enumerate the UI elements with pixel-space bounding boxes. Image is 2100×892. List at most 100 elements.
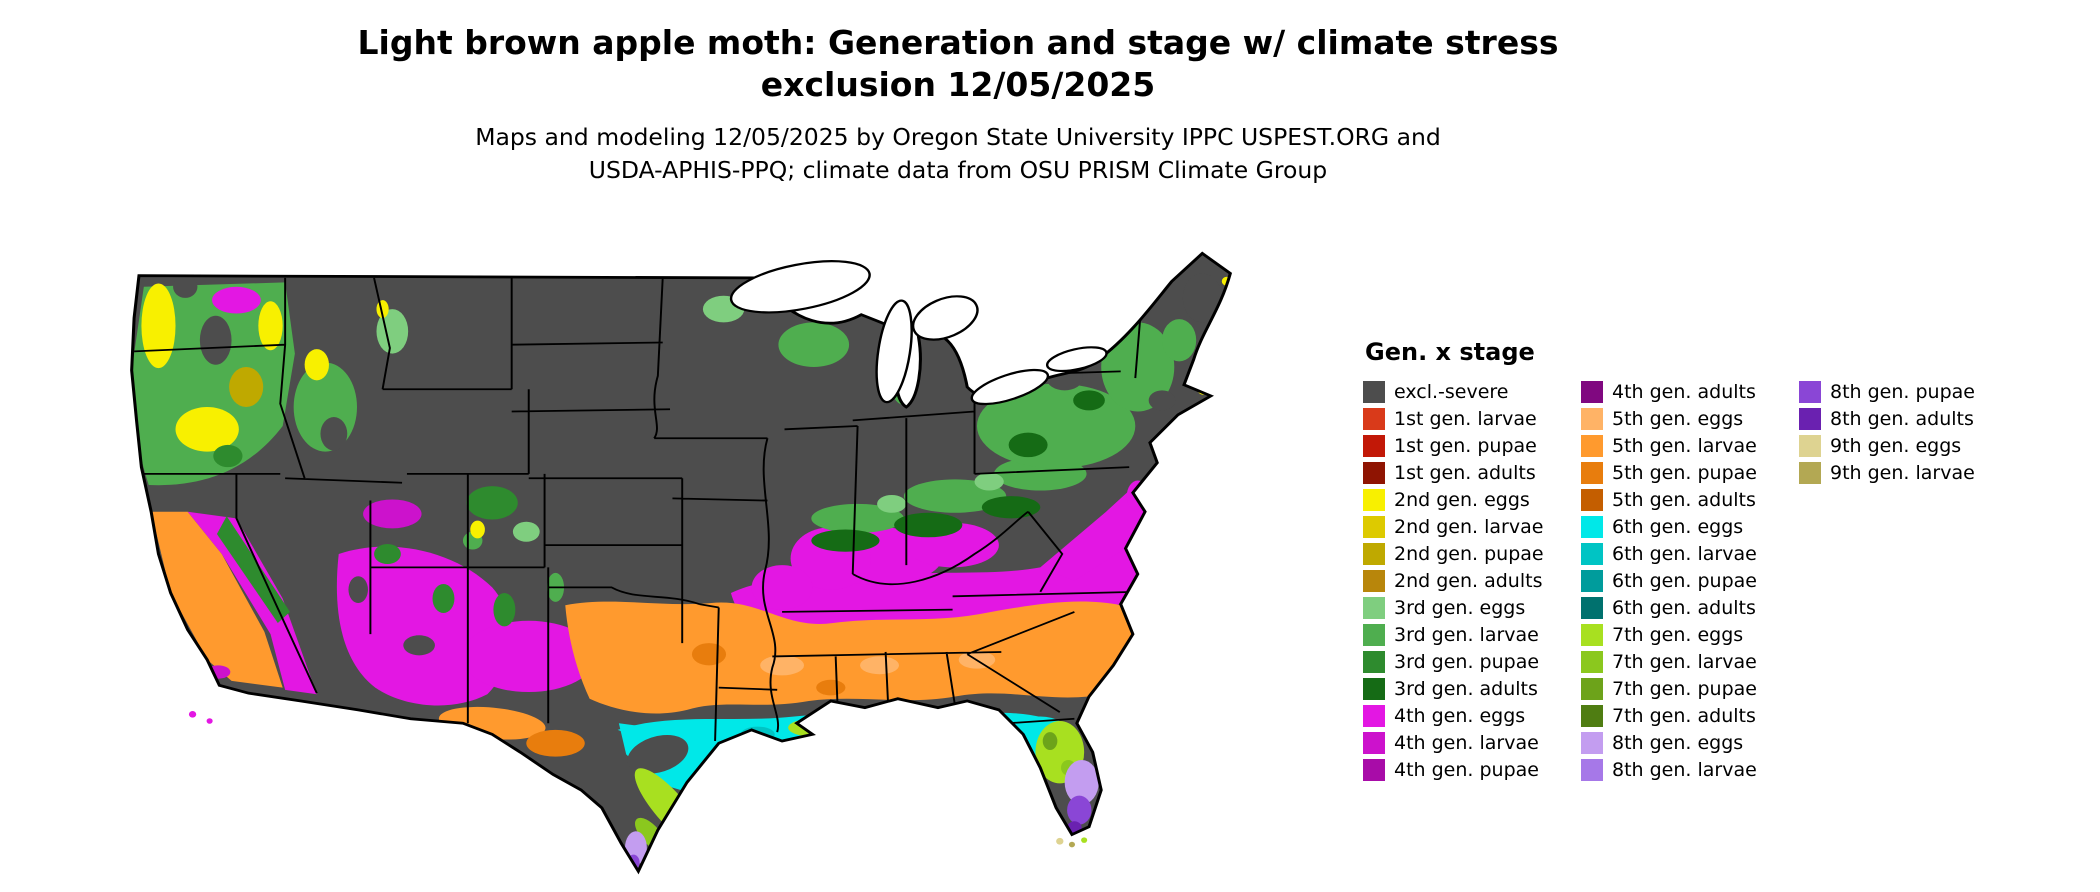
legend-label: 4th gen. adults	[1612, 380, 1756, 403]
map-region	[1056, 837, 1064, 845]
map-region	[1182, 273, 1222, 323]
map-region	[1207, 379, 1215, 386]
legend-row: 2nd gen. pupae	[1363, 540, 1581, 567]
legend-row: 8th gen. eggs	[1581, 729, 1799, 756]
legend-row: 2nd gen. larvae	[1363, 513, 1581, 540]
map-region	[374, 543, 401, 565]
legend-label: 8th gen. eggs	[1612, 731, 1744, 754]
legend-label: 4th gen. pupae	[1394, 758, 1539, 781]
page-title-line-1: Light brown apple moth: Generation and s…	[357, 23, 1559, 62]
legend-swatch	[1799, 434, 1821, 457]
legend-row: 3rd gen. adults	[1363, 675, 1581, 702]
legend-label: 5th gen. eggs	[1612, 407, 1744, 430]
legend-label: 2nd gen. eggs	[1394, 488, 1530, 511]
legend-row: 4th gen. larvae	[1363, 729, 1581, 756]
map-region	[348, 576, 368, 603]
map-region	[1101, 322, 1175, 412]
map-region	[760, 655, 805, 676]
map-region	[691, 643, 727, 666]
map-region	[730, 511, 1146, 633]
legend-row: 4th gen. pupae	[1363, 756, 1581, 783]
map-region	[134, 277, 1144, 742]
map-region	[1068, 841, 1076, 848]
map-state-borders	[134, 277, 1144, 742]
legend-label: 3rd gen. eggs	[1394, 596, 1526, 619]
legend-swatch	[1363, 758, 1385, 781]
page-subtitle: Maps and modeling 12/05/2025 by Oregon S…	[0, 121, 1916, 188]
legend-label: excl.-severe	[1394, 380, 1509, 403]
map-region	[1040, 487, 1146, 581]
legend-label: 7th gen. pupae	[1612, 677, 1757, 700]
page-subtitle-line-1: Maps and modeling 12/05/2025 by Oregon S…	[475, 123, 1441, 151]
map-region	[151, 511, 283, 688]
legend-row: 4th gen. adults	[1581, 378, 1799, 405]
map-region	[821, 721, 841, 733]
lake-ontario	[1045, 346, 1108, 373]
map-region	[886, 726, 921, 743]
legend-swatch	[1363, 542, 1385, 565]
legend-swatch	[1363, 731, 1385, 754]
legend-swatch	[1363, 515, 1385, 538]
legend-row: 8th gen. adults	[1799, 405, 1975, 432]
page-title: Light brown apple moth: Generation and s…	[0, 22, 1916, 106]
map-region	[175, 407, 239, 452]
map-region	[212, 286, 261, 314]
page-subtitle-line-2: USDA-APHIS-PPQ; climate data from OSU PR…	[588, 156, 1328, 185]
legend-label: 2nd gen. adults	[1394, 569, 1543, 592]
map-region	[1067, 795, 1092, 825]
map-region	[461, 620, 596, 693]
map-region	[1073, 390, 1105, 411]
legend-label: 6th gen. adults	[1612, 596, 1756, 619]
map-region	[206, 718, 213, 724]
map-region	[470, 520, 485, 539]
legend-label: 1st gen. pupae	[1394, 434, 1537, 457]
map-region	[304, 349, 329, 381]
legend-row: 7th gen. adults	[1581, 702, 1799, 729]
map-region	[173, 275, 198, 298]
map-region	[816, 679, 846, 696]
map-region	[811, 529, 880, 552]
legend-row: 8th gen. pupae	[1799, 378, 1975, 405]
legend-swatch	[1581, 434, 1603, 457]
legend-swatch	[1363, 569, 1385, 592]
map-region	[493, 592, 516, 627]
legend-label: 1st gen. larvae	[1394, 407, 1537, 430]
legend-label: 5th gen. larvae	[1612, 434, 1757, 457]
legend-swatch	[1581, 704, 1603, 727]
legend-row: 9th gen. larvae	[1799, 459, 1975, 486]
page-title-line-2: exclusion 12/05/2025	[760, 65, 1156, 105]
map-region	[1064, 759, 1099, 805]
map-region	[1008, 432, 1048, 458]
legend-row: 3rd gen. eggs	[1363, 594, 1581, 621]
legend-label: 3rd gen. larvae	[1394, 623, 1539, 646]
legend-label: 4th gen. larvae	[1394, 731, 1539, 754]
legend-row: 9th gen. eggs	[1799, 432, 1975, 459]
map-islands	[188, 710, 1088, 848]
legend-title: Gen. x stage	[1365, 338, 1535, 366]
legend-swatch	[1581, 380, 1603, 403]
map-region	[627, 734, 689, 774]
legend-label: 1st gen. adults	[1394, 461, 1536, 484]
legend-label: 9th gen. eggs	[1830, 434, 1962, 457]
map-region	[1081, 837, 1088, 843]
legend-row: 3rd gen. pupae	[1363, 648, 1581, 675]
legend-row: 4th gen. eggs	[1363, 702, 1581, 729]
legend-column-3: 8th gen. pupae 8th gen. adults 9th gen. eg…	[1799, 378, 1975, 783]
map-region	[1042, 732, 1058, 750]
legend-label: 4th gen. eggs	[1394, 704, 1526, 727]
legend-swatch	[1581, 407, 1603, 430]
legend-column-1: excl.-severe 1st gen. larvae 1st gen. pupa…	[1363, 378, 1581, 783]
map-region	[526, 729, 585, 757]
legend-swatch	[1799, 380, 1821, 403]
legend-swatch	[1581, 758, 1603, 781]
map-region	[466, 486, 518, 520]
legend-row: 1st gen. pupae	[1363, 432, 1581, 459]
legend-swatch	[1363, 677, 1385, 700]
legend-row: 6th gen. eggs	[1581, 513, 1799, 540]
legend-row: 7th gen. larvae	[1581, 648, 1799, 675]
legend-label: 7th gen. larvae	[1612, 650, 1757, 673]
legend-row: 3rd gen. larvae	[1363, 621, 1581, 648]
legend-swatch	[1581, 542, 1603, 565]
legend-label: 2nd gen. larvae	[1394, 515, 1544, 538]
legend-swatch	[1581, 677, 1603, 700]
